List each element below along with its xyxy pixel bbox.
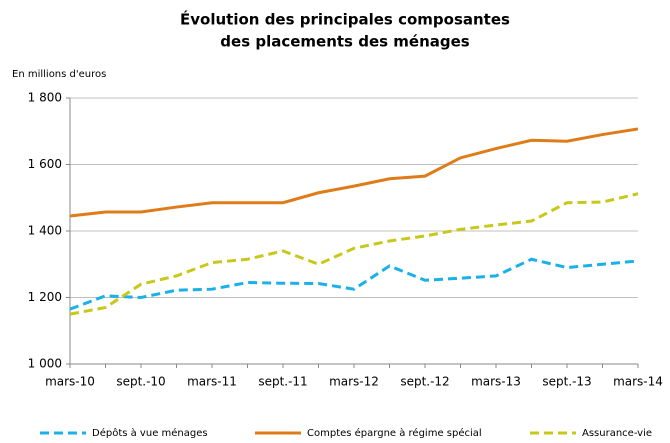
chart-title: Évolution des principales composantes bbox=[180, 10, 510, 29]
x-tick-label: mars-10 bbox=[45, 375, 95, 389]
series-line bbox=[69, 192, 639, 316]
chart-title: des placements des ménages bbox=[220, 33, 470, 51]
series-line bbox=[69, 257, 639, 311]
y-tick-label: 1 800 bbox=[28, 91, 62, 105]
y-tick-label: 1 400 bbox=[28, 224, 62, 238]
series-line bbox=[69, 127, 639, 218]
x-tick-label: mars-11 bbox=[187, 375, 237, 389]
legend-label: Dépôts à vue ménages bbox=[92, 427, 208, 439]
legend-label: Comptes épargne à régime spécial bbox=[307, 427, 482, 439]
x-tick-label: sept.-11 bbox=[258, 375, 307, 389]
x-tick-label: sept.-13 bbox=[542, 375, 591, 389]
y-axis-label: En millions d'euros bbox=[12, 69, 106, 80]
y-tick-label: 1 600 bbox=[28, 157, 62, 171]
y-tick-label: 1 200 bbox=[28, 290, 62, 304]
x-tick-label: sept.-12 bbox=[400, 375, 449, 389]
x-tick-label: sept.-10 bbox=[116, 375, 165, 389]
x-tick-label: mars-13 bbox=[471, 375, 521, 389]
y-tick-label: 1 000 bbox=[28, 357, 62, 371]
x-tick-label: mars-12 bbox=[329, 375, 379, 389]
legend-label: Assurance-vie bbox=[582, 428, 652, 439]
x-tick-label: mars-14 bbox=[613, 375, 663, 389]
